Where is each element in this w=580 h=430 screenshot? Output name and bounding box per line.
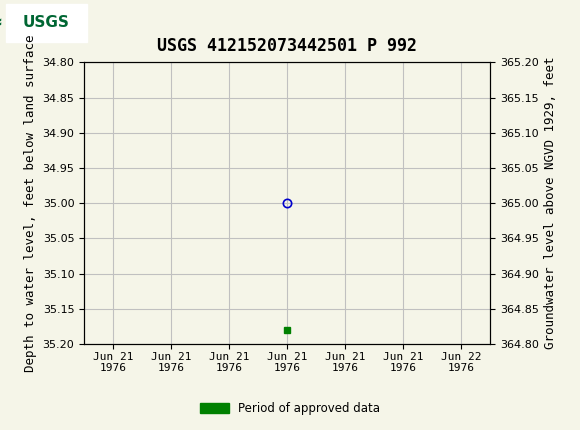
FancyBboxPatch shape (6, 3, 87, 42)
Text: ≈: ≈ (0, 13, 3, 32)
Text: USGS: USGS (23, 15, 70, 30)
Y-axis label: Groundwater level above NGVD 1929, feet: Groundwater level above NGVD 1929, feet (544, 57, 557, 350)
Legend: Period of approved data: Period of approved data (195, 397, 385, 420)
Y-axis label: Depth to water level, feet below land surface: Depth to water level, feet below land su… (24, 34, 37, 372)
Title: USGS 412152073442501 P 992: USGS 412152073442501 P 992 (157, 37, 417, 55)
